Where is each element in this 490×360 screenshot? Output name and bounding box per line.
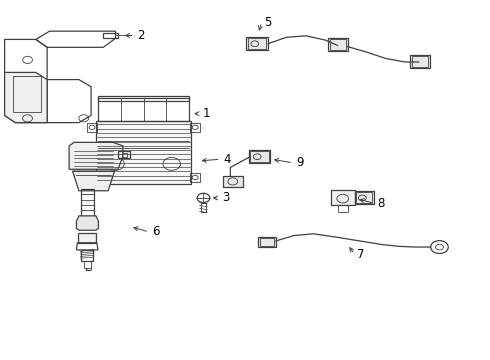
Bar <box>87 123 97 132</box>
Text: 8: 8 <box>377 197 384 210</box>
Text: 2: 2 <box>138 29 145 42</box>
Bar <box>258 237 276 247</box>
Bar <box>190 173 200 182</box>
Bar <box>356 192 372 203</box>
Bar <box>96 121 191 184</box>
Bar <box>260 238 274 246</box>
Bar <box>98 98 189 121</box>
Text: 4: 4 <box>223 153 231 166</box>
Bar <box>87 173 97 182</box>
Text: 5: 5 <box>265 16 272 29</box>
Text: 3: 3 <box>222 192 229 204</box>
Bar <box>122 153 127 157</box>
Bar <box>249 149 270 163</box>
Text: 9: 9 <box>296 156 304 169</box>
Polygon shape <box>76 216 98 230</box>
Bar <box>246 37 268 50</box>
Bar <box>331 190 355 205</box>
Bar <box>81 189 94 216</box>
Bar <box>412 56 428 67</box>
Bar <box>201 203 206 212</box>
Polygon shape <box>69 142 123 169</box>
Bar <box>330 39 346 50</box>
Bar <box>78 233 96 243</box>
Bar <box>190 123 200 132</box>
Bar <box>223 176 243 187</box>
Polygon shape <box>4 72 47 123</box>
Text: 7: 7 <box>357 248 365 261</box>
Text: 6: 6 <box>152 225 160 238</box>
Polygon shape <box>73 171 115 191</box>
Text: 1: 1 <box>202 107 210 120</box>
Bar <box>355 191 373 204</box>
Bar <box>98 96 189 101</box>
Bar <box>328 38 347 51</box>
Bar <box>81 250 93 261</box>
Bar <box>248 38 267 49</box>
Bar <box>410 55 430 68</box>
Bar <box>84 261 91 268</box>
Bar <box>250 150 269 162</box>
Bar <box>338 205 347 212</box>
